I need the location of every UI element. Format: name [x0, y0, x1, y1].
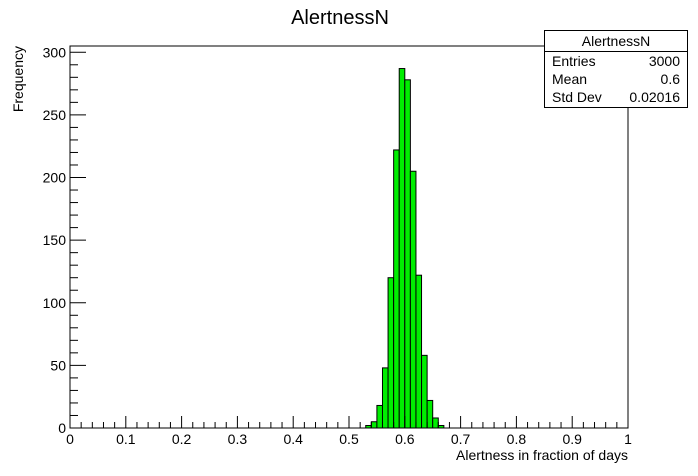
x-tick-label: 0.4: [283, 431, 303, 447]
stats-row-entries: Entries 3000: [545, 52, 687, 70]
stats-row-stddev: Std Dev 0.02016: [545, 88, 687, 106]
stats-title: AlertnessN: [545, 31, 687, 52]
y-tick-label: 150: [43, 232, 67, 248]
x-tick-label: 0.8: [507, 431, 527, 447]
y-axis: 0 50 100 150 200 250 300: [43, 44, 86, 436]
histogram-bar: [432, 417, 439, 429]
histogram-bar: [393, 149, 400, 429]
stats-label: Mean: [552, 71, 588, 87]
x-tick-label: 0: [66, 431, 74, 447]
x-tick-label: 0.9: [562, 431, 582, 447]
histogram-bar: [421, 354, 428, 429]
y-tick-label: 250: [43, 107, 67, 123]
histogram-bar: [387, 277, 395, 429]
chart-title: AlertnessN: [291, 7, 389, 29]
stats-value: 0.6: [660, 71, 680, 87]
histogram-bar: [376, 404, 383, 429]
histogram-bar: [398, 68, 406, 429]
x-tick-label: 0.7: [451, 431, 471, 447]
y-tick-label: 50: [50, 357, 66, 373]
stats-label: Std Dev: [552, 89, 602, 105]
x-axis: 0 0.1 0.2 0.3 0.4 0.5 0.6 0.7 0.8 0.9 1: [66, 416, 632, 447]
x-axis-label: Alertness in fraction of days: [456, 447, 628, 463]
y-tick-label: 200: [43, 170, 67, 186]
x-tick-label: 0.3: [228, 431, 248, 447]
stats-label: Entries: [552, 53, 596, 69]
histogram-bar: [409, 170, 417, 429]
x-tick-label: 1: [624, 431, 632, 447]
stats-row-mean: Mean 0.6: [545, 70, 687, 88]
y-tick-label: 100: [43, 295, 67, 311]
stats-value: 3000: [648, 53, 680, 69]
y-tick-label: 0: [58, 420, 66, 436]
histogram-bar: [404, 79, 411, 429]
histogram-bar: [381, 367, 389, 429]
histogram-bar: [426, 399, 434, 429]
histogram-bar: [415, 274, 423, 429]
x-tick-label: 0.1: [116, 431, 136, 447]
stats-value: 0.02016: [629, 89, 680, 105]
x-tick-label: 0.5: [339, 431, 359, 447]
histogram-bars: [365, 68, 445, 429]
x-tick-label: 0.6: [395, 431, 415, 447]
y-axis-label: Frequency: [10, 46, 26, 112]
stats-box: AlertnessN Entries 3000 Mean 0.6 Std Dev…: [544, 30, 688, 108]
x-tick-label: 0.2: [172, 431, 192, 447]
y-tick-label: 300: [43, 44, 67, 60]
histogram-bar: [370, 421, 378, 429]
